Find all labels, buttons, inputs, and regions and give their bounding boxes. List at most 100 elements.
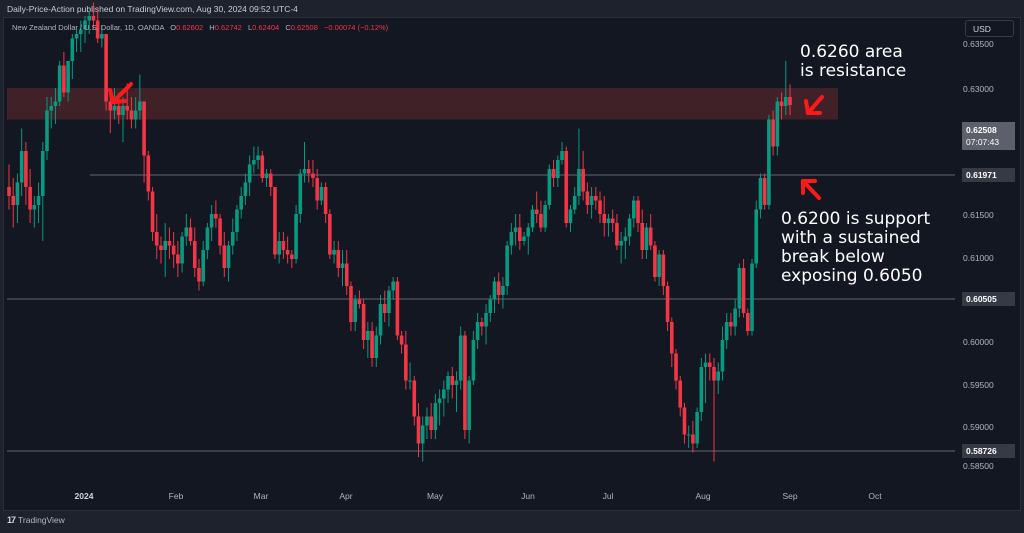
candle-up [319, 187, 324, 201]
candle-up [256, 155, 260, 160]
time-tick: Jul [602, 491, 614, 501]
candle-up [758, 178, 763, 210]
candle-down [674, 353, 678, 381]
candle-down [741, 268, 746, 313]
candle-down [7, 187, 11, 196]
candle-up [420, 425, 425, 444]
candle-down [24, 151, 28, 187]
currency-button[interactable]: USD [965, 20, 1014, 37]
time-tick: Sep [782, 491, 798, 501]
candle-up [657, 254, 661, 277]
candle-down [28, 187, 32, 210]
candle-up [332, 250, 336, 255]
candle-up [632, 200, 636, 219]
candle-down [129, 110, 134, 120]
low-label: L [247, 23, 253, 32]
candle-up [378, 304, 383, 336]
high-label: H [209, 23, 215, 32]
candle-down [615, 223, 619, 246]
candle-up [32, 205, 37, 210]
candle-up [556, 160, 560, 178]
price-tick: 0.61000 [963, 253, 994, 263]
time-tick: Oct [868, 491, 882, 501]
high-value: 0.62742 [214, 23, 242, 32]
tradingview-logo[interactable]: 17 TradingView [7, 515, 65, 525]
candle-up [577, 169, 581, 196]
candle-down [762, 178, 767, 205]
candle-down [602, 214, 607, 223]
candle-up [57, 65, 62, 102]
candle-down [192, 241, 197, 268]
candle-up [15, 182, 20, 205]
candle-down [463, 335, 467, 430]
candle-down [598, 200, 602, 214]
candle-down [412, 380, 417, 417]
candle-up [458, 335, 463, 381]
candle-down [167, 241, 172, 246]
candle-down [108, 101, 113, 111]
candle-down [95, 20, 100, 39]
price-tick: 0.61500 [963, 210, 994, 220]
candle-up [66, 61, 70, 93]
candle-up [720, 340, 725, 372]
candle-up [547, 169, 552, 205]
candle-down [344, 263, 349, 286]
candle-up [505, 245, 509, 286]
candle-up [767, 119, 771, 205]
candle-up [201, 250, 205, 282]
candle-down [682, 407, 687, 435]
candle-down [11, 196, 16, 205]
candle-down [788, 97, 792, 106]
candle-up [492, 281, 497, 300]
candle-up [526, 227, 531, 237]
candle-down [581, 169, 585, 192]
candle-down [154, 232, 159, 246]
symbol-description[interactable]: New Zealand Dollar / U.S. Dollar, 1D, OA… [12, 23, 165, 32]
candle-up [623, 236, 628, 241]
candle-up [387, 290, 391, 313]
candle-up [70, 38, 75, 61]
arrow-icon [804, 99, 822, 115]
candle-up [112, 106, 117, 111]
candle-down [648, 227, 653, 246]
time-tick: 2024 [74, 491, 94, 501]
candle-down [640, 223, 645, 250]
candle-down [176, 254, 180, 264]
symbol-legend: New Zealand Dollar / U.S. Dollar, 1D, OA… [12, 23, 388, 32]
candle-up [703, 362, 708, 367]
time-tick: Mar [253, 491, 269, 501]
candle-down [285, 250, 290, 255]
candle-up [475, 322, 480, 340]
candle-up [522, 236, 526, 241]
candle-down [311, 173, 315, 178]
candle-down [214, 214, 218, 219]
candle-down [496, 281, 501, 295]
candle-up [138, 101, 142, 111]
candle-up [471, 340, 476, 381]
candle-down [104, 34, 108, 102]
tradingview-logo-icon: 17 [7, 515, 16, 525]
candle-up [644, 227, 649, 250]
candle-down [450, 376, 455, 385]
support-annotation: 0.6200 is support with a sustained break… [781, 209, 931, 286]
candle-down [306, 169, 311, 174]
time-tick: May [426, 491, 444, 501]
candle-up [572, 196, 577, 210]
candle-up [695, 412, 699, 444]
candle-up [716, 371, 721, 381]
close-value: 0.62508 [290, 23, 318, 32]
candle-up [560, 151, 564, 160]
publisher-line: Daily-Price-Action published on TradingV… [7, 4, 298, 14]
candle-up [501, 286, 505, 295]
candle-up [302, 169, 307, 174]
candle-down [669, 322, 674, 354]
candle-up [277, 241, 281, 255]
candle-down [745, 313, 750, 331]
candle-down [336, 250, 341, 268]
open-label: O [170, 23, 177, 32]
level-tag-0-60505: 0.60505 [962, 292, 1015, 306]
candle-up [78, 29, 83, 34]
candle-down [218, 218, 222, 246]
candle-down [729, 322, 733, 327]
